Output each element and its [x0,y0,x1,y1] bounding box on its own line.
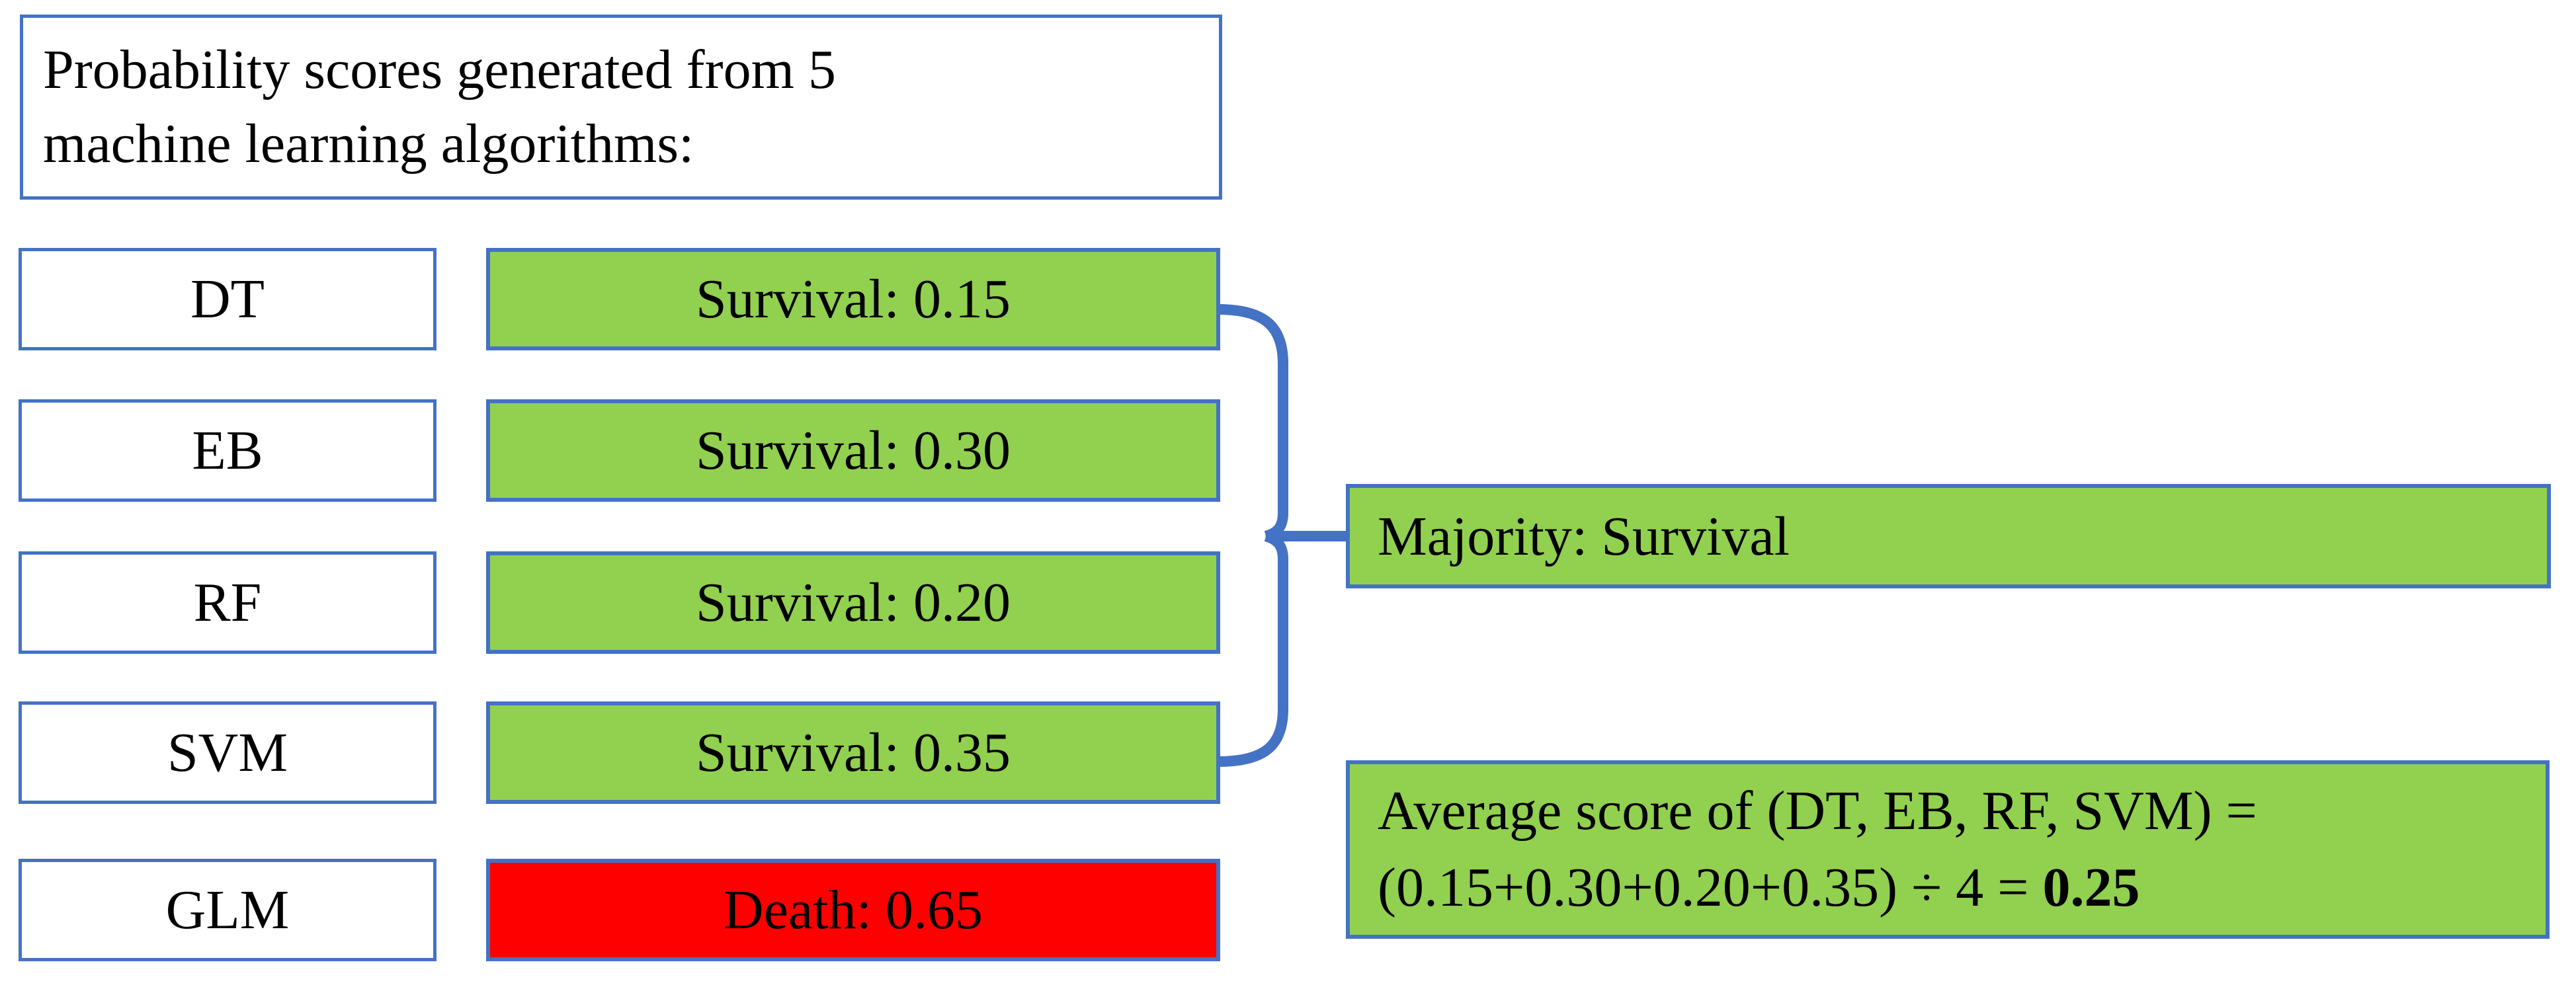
result-box-svm-survival: Survival: 0.35 [486,701,1220,804]
average-result-value: 0.25 [2042,857,2140,918]
algorithm-label: SVM [167,722,288,783]
algorithm-label: EB [192,420,263,481]
algorithm-label: DT [190,268,265,330]
result-box-dt-survival: Survival: 0.15 [486,248,1220,350]
average-formula: (0.15+0.30+0.20+0.35) ÷ 4 = [1378,857,2043,918]
brace-lower-curve [1218,531,1288,767]
result-text: Death: 0.65 [724,879,983,941]
result-text: Survival: 0.15 [696,268,1011,330]
result-text: Survival: 0.20 [696,572,1011,633]
average-score-box: Average score of (DT, EB, RF, SVM) = (0.… [1346,760,2550,939]
majority-result-box: Majority: Survival [1346,484,2551,588]
result-box-glm-death: Death: 0.65 [486,859,1220,961]
algorithm-label: GLM [165,879,290,941]
result-box-eb-survival: Survival: 0.30 [486,399,1220,502]
algorithm-box-svm: SVM [19,701,436,804]
result-text: Survival: 0.35 [696,722,1011,783]
title-text: Probability scores generated from 5 mach… [43,39,836,175]
title-box: Probability scores generated from 5 mach… [20,15,1222,200]
result-box-rf-survival: Survival: 0.20 [486,551,1220,654]
average-line-1: Average score of (DT, EB, RF, SVM) = [1378,780,2257,842]
algorithm-box-eb: EB [19,399,436,502]
average-line-2: (0.15+0.30+0.20+0.35) ÷ 4 = 0.25 [1378,850,2546,926]
majority-text: Majority: Survival [1378,505,1790,567]
result-text: Survival: 0.30 [696,420,1011,481]
algorithm-box-dt: DT [19,248,436,350]
algorithm-box-glm: GLM [19,859,436,961]
brace-upper-curve [1218,304,1288,541]
algorithm-label: RF [193,572,262,633]
algorithm-box-rf: RF [19,551,436,654]
